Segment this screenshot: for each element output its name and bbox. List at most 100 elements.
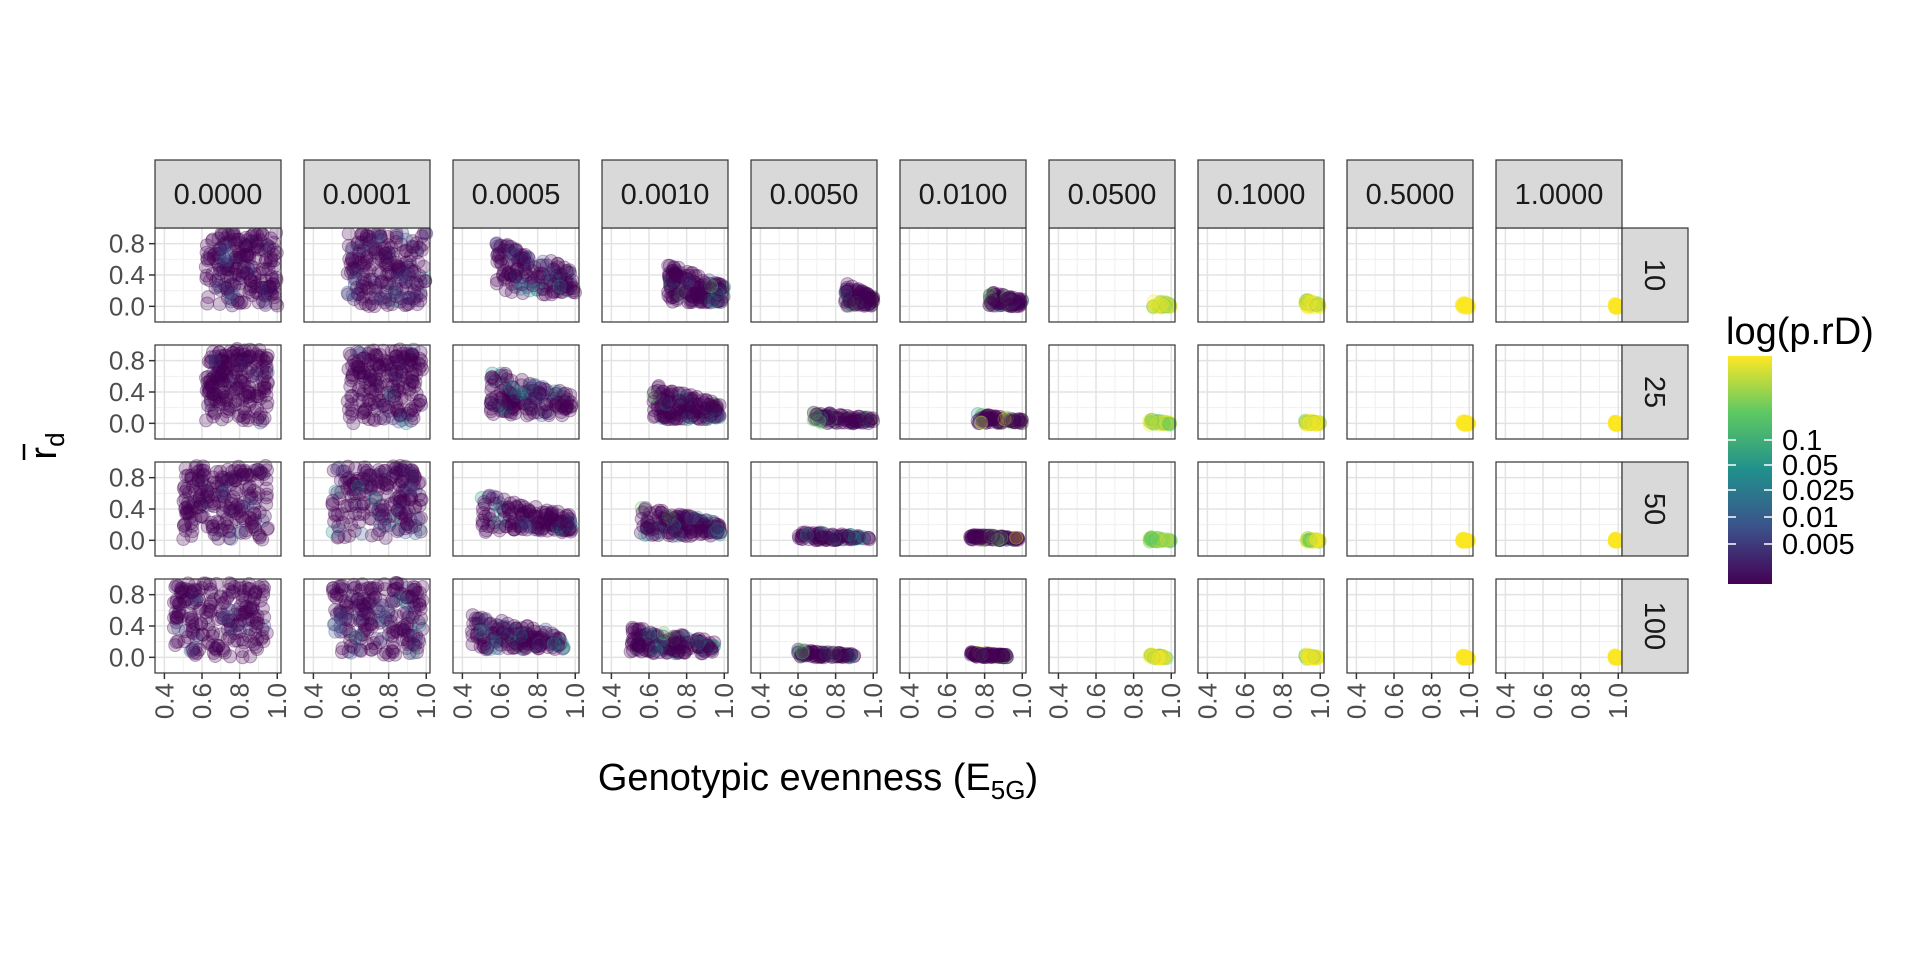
data-point — [217, 240, 232, 255]
data-point — [380, 277, 395, 292]
data-point — [224, 603, 239, 618]
data-point — [176, 531, 191, 546]
data-point — [255, 280, 270, 295]
data-point — [405, 374, 420, 389]
data-point — [1145, 412, 1160, 427]
data-point — [374, 275, 389, 290]
data-point — [213, 262, 228, 277]
data-point — [241, 261, 256, 276]
data-point — [200, 296, 215, 311]
data-point — [355, 279, 370, 294]
data-point — [469, 616, 484, 631]
data-point — [515, 286, 530, 301]
data-point — [169, 595, 184, 610]
data-point — [265, 287, 280, 302]
data-point — [268, 296, 283, 311]
data-point — [238, 388, 253, 403]
data-point — [219, 235, 234, 250]
data-point — [331, 519, 346, 534]
data-point — [556, 387, 571, 402]
data-point — [182, 505, 197, 520]
data-point — [560, 509, 575, 524]
data-point — [231, 271, 246, 286]
data-point — [679, 388, 694, 403]
data-point — [218, 238, 233, 253]
data-point — [211, 279, 226, 294]
data-point — [354, 499, 369, 514]
data-point — [378, 246, 393, 261]
data-point — [379, 258, 394, 273]
data-point — [249, 233, 264, 248]
data-point — [841, 529, 856, 544]
data-point — [1458, 651, 1473, 666]
data-point — [696, 274, 711, 289]
data-point — [400, 260, 415, 275]
data-point — [345, 406, 360, 421]
data-point — [225, 287, 240, 302]
data-point — [226, 229, 241, 244]
data-point — [390, 263, 405, 278]
data-point — [389, 281, 404, 296]
data-point — [374, 253, 389, 268]
data-point — [242, 250, 257, 265]
data-point — [390, 503, 405, 518]
data-point — [413, 274, 428, 289]
data-point — [378, 290, 393, 305]
data-point — [244, 259, 259, 274]
data-point — [235, 263, 250, 278]
data-point — [225, 298, 240, 313]
data-point — [251, 295, 266, 310]
data-point — [477, 494, 492, 509]
data-point — [504, 506, 519, 521]
data-point — [345, 241, 360, 256]
data-point — [656, 519, 671, 534]
data-point — [352, 486, 367, 501]
data-point — [537, 382, 552, 397]
data-point — [367, 413, 382, 428]
data-point — [230, 633, 245, 648]
data-point — [508, 243, 523, 258]
data-point — [656, 626, 671, 641]
data-point — [666, 275, 681, 290]
data-point — [222, 258, 237, 273]
data-point — [377, 295, 392, 310]
data-point — [536, 287, 551, 302]
data-point — [401, 290, 416, 305]
data-point — [269, 270, 284, 285]
data-point — [226, 345, 241, 360]
data-point — [258, 255, 273, 270]
data-point — [218, 231, 233, 246]
data-point — [243, 229, 258, 244]
data-point — [390, 379, 405, 394]
data-point — [363, 239, 378, 254]
data-point — [700, 397, 715, 412]
data-point — [228, 250, 243, 265]
data-point — [225, 291, 240, 306]
data-point — [263, 256, 278, 271]
data-point — [373, 465, 388, 480]
data-point — [380, 229, 395, 244]
data-point — [221, 290, 236, 305]
data-point — [244, 274, 259, 289]
data-point — [485, 370, 500, 385]
data-point — [376, 398, 391, 413]
data-point — [206, 386, 221, 401]
data-point — [219, 261, 234, 276]
data-point — [269, 273, 284, 288]
data-point — [489, 237, 504, 252]
data-point — [202, 251, 217, 266]
data-point — [398, 243, 413, 258]
data-point — [246, 279, 261, 294]
data-point — [248, 285, 263, 300]
data-point — [356, 598, 371, 613]
data-point — [842, 293, 857, 308]
data-point — [230, 293, 245, 308]
data-point — [223, 294, 238, 309]
data-point — [205, 232, 220, 247]
data-point — [221, 262, 236, 277]
data-point — [241, 263, 256, 278]
data-point — [254, 242, 269, 257]
data-point — [354, 526, 369, 541]
data-point — [231, 245, 246, 260]
